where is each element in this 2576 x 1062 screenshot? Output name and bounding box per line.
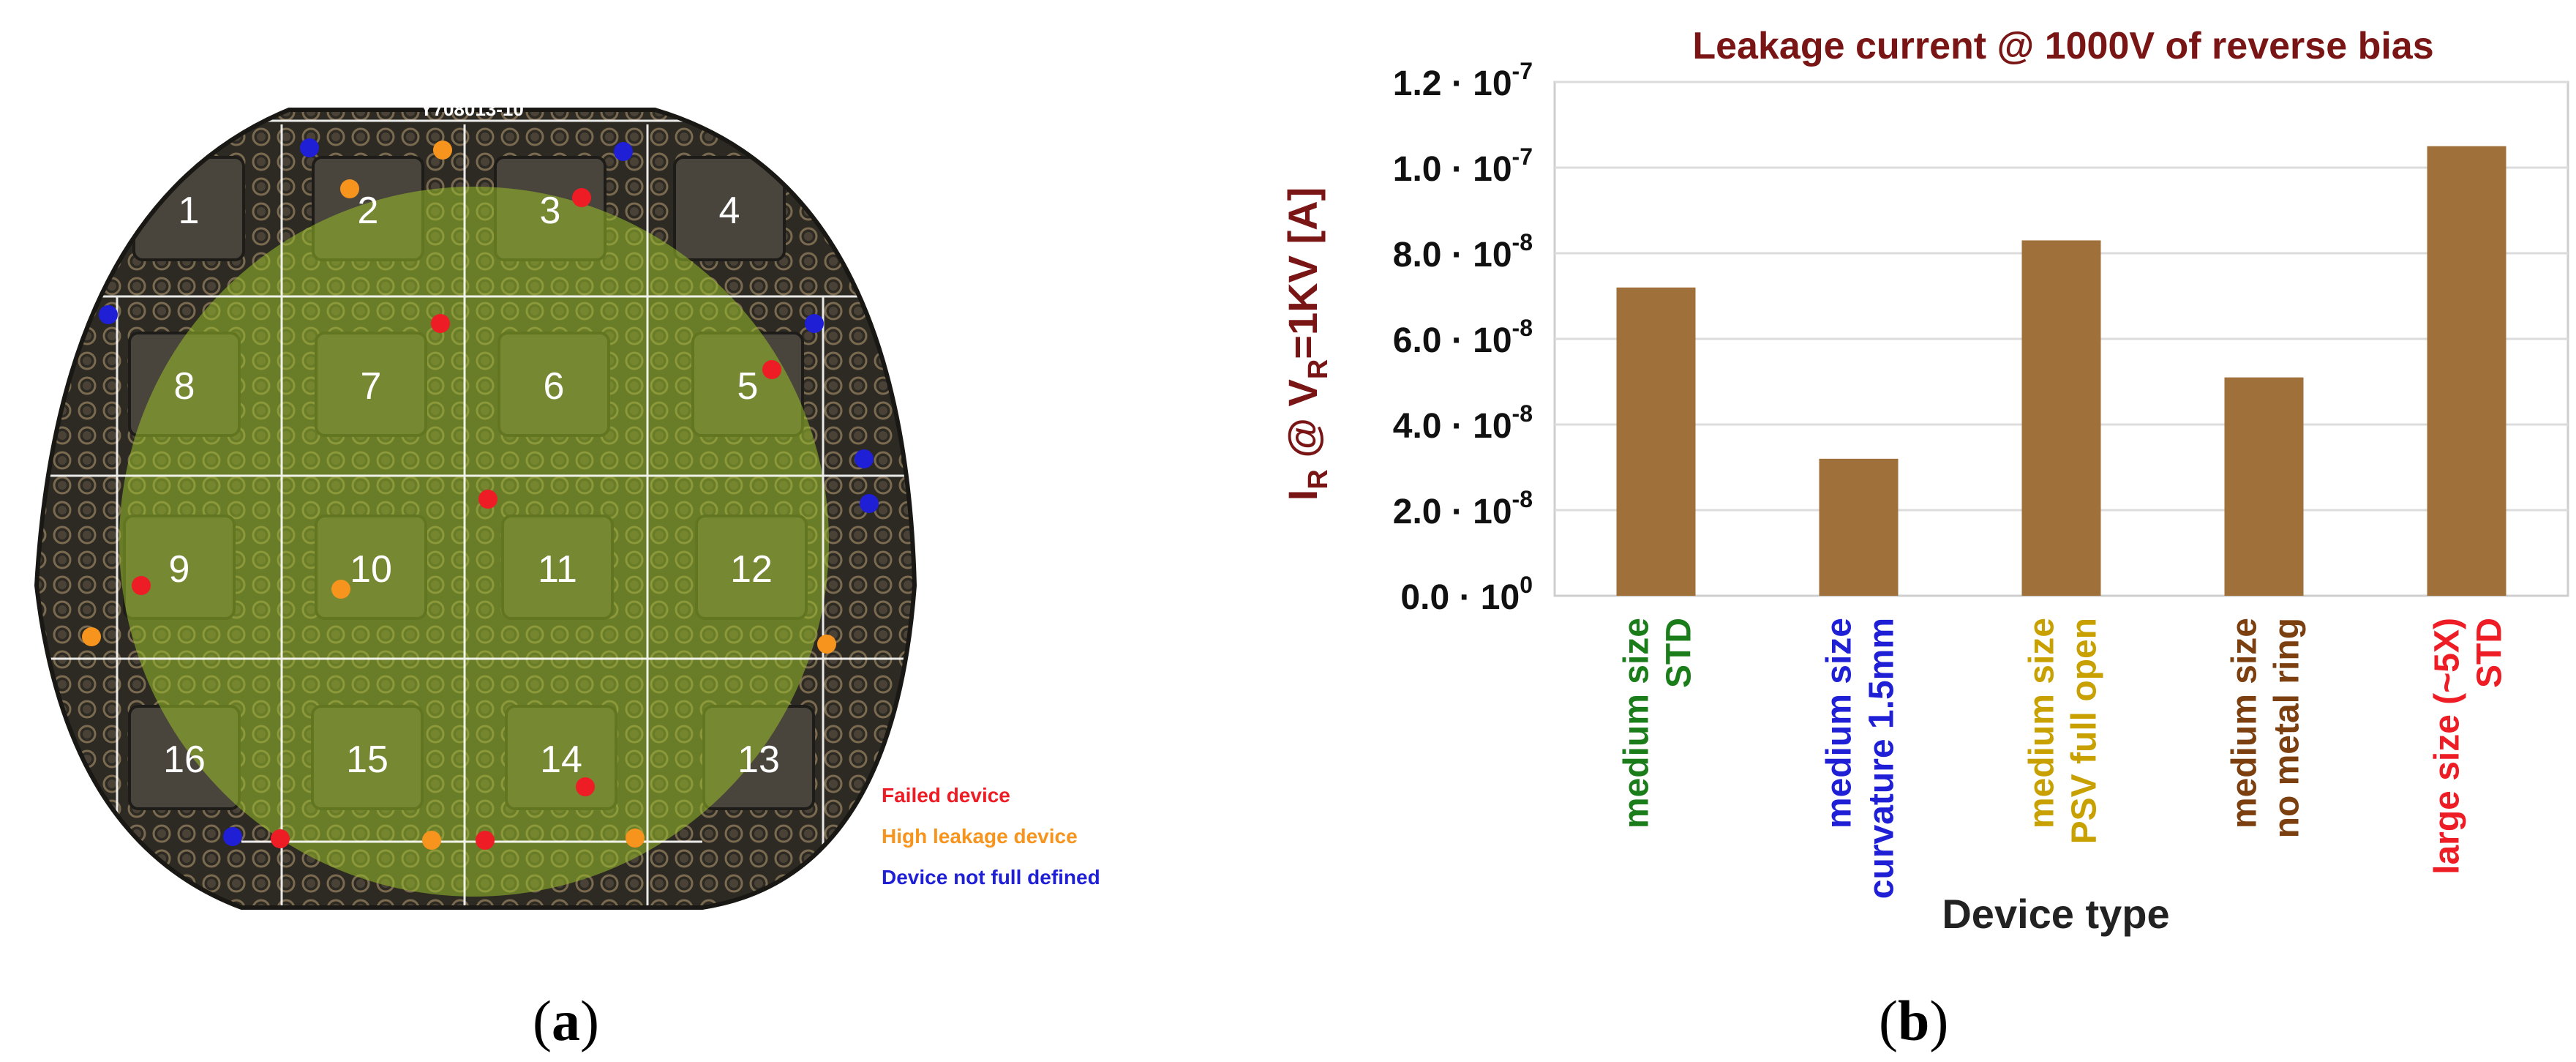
not-defined-marker bbox=[300, 138, 319, 157]
high-leakage-marker bbox=[422, 831, 441, 850]
y-tick-label: 8.0 · 10-8 bbox=[1393, 229, 1533, 274]
die-number: 11 bbox=[538, 548, 577, 591]
die-number: 14 bbox=[540, 738, 582, 781]
x-axis-label: Device type bbox=[1942, 891, 2169, 937]
chart-title: Leakage current @ 1000V of reverse bias bbox=[1692, 25, 2433, 67]
die-number: 2 bbox=[358, 190, 379, 232]
not-defined-marker bbox=[614, 142, 633, 161]
wafer-legend: Failed device High leakage device Device… bbox=[882, 784, 1100, 889]
die-number: 16 bbox=[163, 738, 206, 781]
not-defined-marker bbox=[99, 305, 118, 324]
high-leakage-marker bbox=[82, 627, 101, 646]
wafer-id-label: Y708013-10 bbox=[420, 98, 524, 120]
failed-marker bbox=[476, 831, 495, 850]
legend-failed: Failed device bbox=[882, 784, 1010, 807]
die-number: 15 bbox=[346, 738, 388, 781]
die-number: 4 bbox=[719, 190, 740, 232]
x-category-label: STD bbox=[1660, 618, 1699, 688]
x-category-label: curvature 1.5mm bbox=[1863, 618, 1901, 899]
die-number-group: 1 2 3 4 5 6 7 8 9 10 11 12 13 14 15 16 bbox=[163, 190, 780, 781]
x-category-label: PSV full open bbox=[2065, 618, 2104, 844]
die-pad bbox=[673, 156, 786, 261]
failed-marker bbox=[572, 188, 591, 207]
die-number: 5 bbox=[737, 365, 759, 408]
high-leakage-marker bbox=[340, 179, 359, 198]
die-number: 13 bbox=[737, 738, 780, 781]
failed-marker bbox=[132, 576, 151, 595]
die-number: 12 bbox=[730, 548, 773, 591]
bar-series bbox=[1616, 146, 2506, 596]
x-category-label: medium size bbox=[1618, 618, 1656, 829]
bar bbox=[2021, 240, 2101, 596]
device-marker-group bbox=[82, 138, 879, 850]
y-axis-label: IR @ VR=1KV [A] bbox=[1280, 187, 1334, 501]
y-tick-label: 6.0 · 10-8 bbox=[1393, 315, 1533, 360]
die-number: 10 bbox=[350, 548, 392, 591]
panel-label-b: (b) bbox=[1879, 989, 1949, 1052]
y-tick-labels: 0.0 · 100 2.0 · 10-8 4.0 · 10-8 6.0 · 10-8 8… bbox=[1393, 58, 1533, 617]
bar bbox=[1616, 287, 1696, 596]
high-leakage-marker bbox=[817, 635, 836, 654]
highlight-zone bbox=[119, 187, 829, 897]
bar bbox=[1819, 458, 1899, 596]
failed-marker bbox=[271, 829, 290, 848]
legend-high-leakage: High leakage device bbox=[882, 825, 1078, 848]
bar bbox=[2427, 146, 2506, 596]
x-category-labels: medium size STD medium size curvature 1.5mm… bbox=[1618, 618, 2509, 899]
high-leakage-marker bbox=[433, 141, 452, 160]
not-defined-marker bbox=[805, 314, 824, 333]
failed-marker bbox=[478, 490, 497, 509]
y-tick-label: 1.2 · 10-7 bbox=[1393, 58, 1533, 103]
not-defined-marker bbox=[855, 449, 874, 468]
failed-marker bbox=[431, 314, 450, 333]
x-category-label: medium size bbox=[2226, 618, 2264, 829]
die-number: 6 bbox=[544, 365, 565, 408]
not-defined-marker bbox=[223, 827, 242, 846]
die-number: 3 bbox=[540, 190, 561, 232]
wafer-map: Y708013-10 1 2 3 4 5 6 7 8 9 10 11 12 13… bbox=[34, 98, 1100, 910]
x-category-label: large size (~5X) bbox=[2428, 618, 2467, 875]
high-leakage-marker bbox=[626, 829, 645, 848]
failed-marker bbox=[762, 360, 781, 379]
die-number: 9 bbox=[169, 548, 190, 591]
high-leakage-marker bbox=[331, 580, 350, 599]
wafer-body bbox=[37, 110, 915, 908]
die-number: 8 bbox=[174, 365, 195, 408]
x-category-label: no metal ring bbox=[2268, 618, 2307, 838]
y-tick-label: 4.0 · 10-8 bbox=[1393, 400, 1533, 446]
not-defined-marker bbox=[860, 494, 879, 513]
y-tick-label: 1.0 · 10-7 bbox=[1393, 143, 1533, 189]
panel-label-a: (a) bbox=[533, 989, 599, 1052]
legend-not-defined: Device not full defined bbox=[882, 866, 1100, 889]
failed-marker bbox=[576, 777, 595, 796]
y-tick-label: 0.0 · 100 bbox=[1400, 572, 1533, 617]
bar bbox=[2224, 377, 2304, 596]
x-category-label: medium size bbox=[1820, 618, 1859, 829]
die-number: 1 bbox=[179, 190, 200, 232]
x-category-label: medium size bbox=[2023, 618, 2062, 829]
x-category-label: STD bbox=[2471, 618, 2509, 688]
y-tick-label: 2.0 · 10-8 bbox=[1393, 486, 1533, 531]
die-number: 7 bbox=[361, 365, 382, 408]
